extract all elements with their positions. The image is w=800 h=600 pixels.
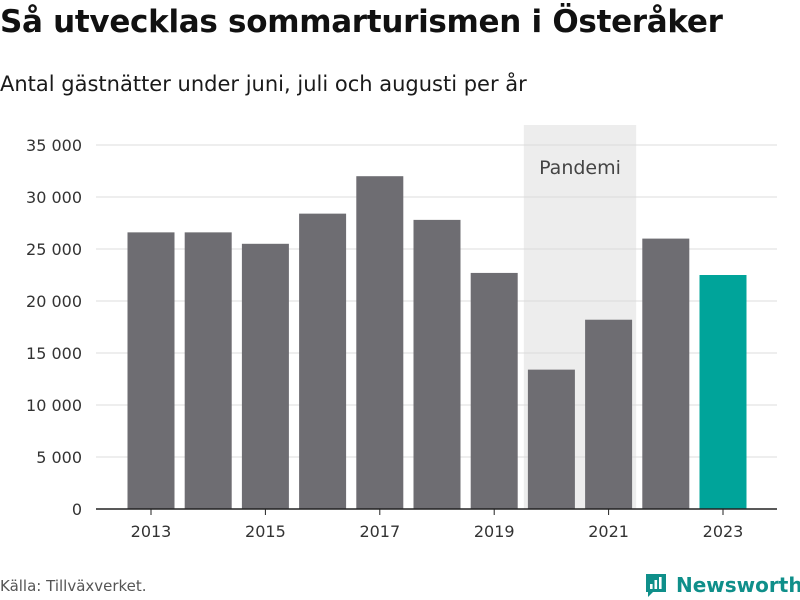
x-tick-label: 2023 (703, 522, 744, 541)
x-tick-label: 2019 (474, 522, 515, 541)
axes: 2013 2015 2017 2019 2021 2023 (96, 508, 777, 541)
pandemic-label: Pandemi (539, 157, 621, 179)
bar-2022 (642, 238, 690, 509)
newsworthy-logo-icon (646, 574, 666, 597)
x-tick-label: 2013 (131, 522, 172, 541)
bars (127, 176, 747, 510)
bar-chart: Pandemi 0 5 000 10 000 15 000 20 000 25 000 30… (26, 125, 777, 541)
bar-2013 (127, 232, 175, 510)
y-tick-label: 10 000 (26, 396, 82, 415)
bar-2021 (585, 319, 633, 509)
bar-2020 (527, 369, 575, 509)
y-tick-label: 15 000 (26, 344, 82, 363)
x-tick-label: 2017 (359, 522, 400, 541)
y-tick-label: 0 (72, 500, 82, 519)
bar-2023 (699, 275, 747, 509)
x-tick-label: 2015 (245, 522, 286, 541)
chart-title: Så utvecklas sommarturismen i Österåker (0, 4, 723, 40)
brand-name: Newsworthy (676, 573, 800, 597)
x-tick-label: 2021 (588, 522, 629, 541)
chart-subtitle: Antal gästnätter under juni, juli och au… (0, 72, 527, 96)
y-tick-label: 35 000 (26, 136, 82, 155)
bar-2017 (356, 176, 404, 509)
y-tick-label: 20 000 (26, 292, 82, 311)
bar-2019 (470, 272, 518, 509)
y-tick-label: 30 000 (26, 188, 82, 207)
source-note: Källa: Tillväxverket. (0, 577, 147, 595)
bar-2015 (241, 243, 289, 510)
y-tick-label: 5 000 (36, 448, 82, 467)
bar-2016 (299, 213, 347, 509)
bar-2014 (184, 232, 232, 510)
y-tick-label: 25 000 (26, 240, 82, 259)
bar-2018 (413, 219, 461, 509)
brand: Newsworthy (644, 570, 800, 600)
